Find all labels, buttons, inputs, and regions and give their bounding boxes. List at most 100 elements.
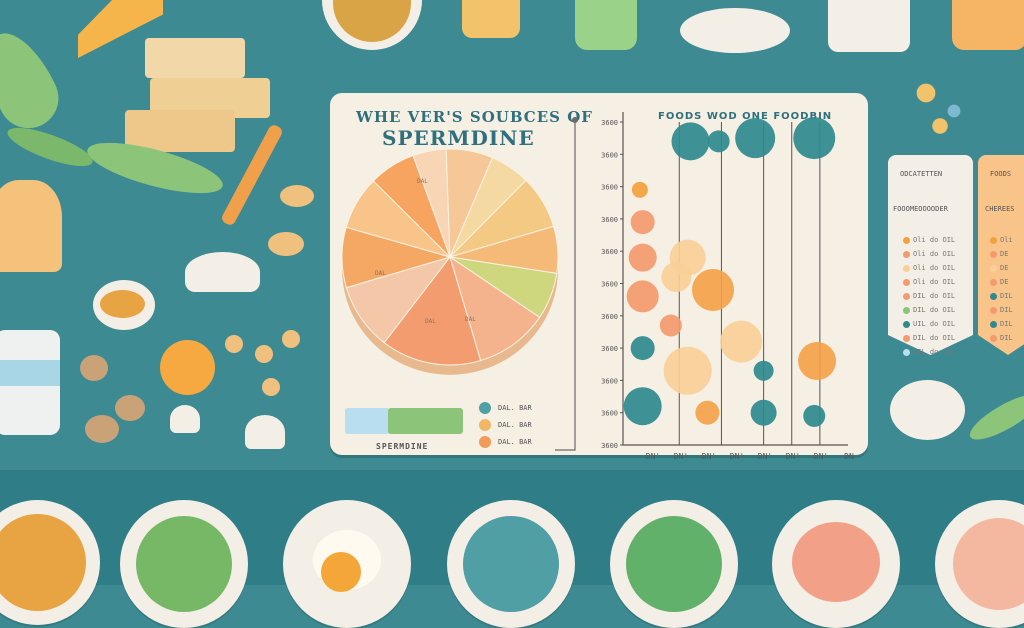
y-tick-label-5: 3600 — [601, 248, 618, 256]
mushroom-cluster-illustration — [890, 380, 965, 440]
pie-chart: DAL DAL DAL DAL — [341, 148, 559, 375]
milk-carton-illustration — [828, 0, 910, 52]
mushroom-small-illustration — [170, 405, 200, 433]
pie-slice-label-4: DAL — [425, 318, 436, 325]
bubble-point-14 — [720, 320, 763, 363]
bubble-point-2 — [707, 130, 730, 153]
green-jar-illustration — [575, 0, 637, 50]
tofu-block-low-illustration — [125, 110, 235, 152]
pea-illustration-4 — [262, 378, 280, 396]
bubble-point-12 — [659, 314, 682, 337]
tag-row-dot — [903, 279, 910, 286]
tag-row-label: DE — [1000, 264, 1009, 272]
y-tick-label-7: 3600 — [601, 313, 618, 321]
bubble-point-17 — [798, 342, 837, 381]
tag-card-2-sub: CHEREES — [985, 205, 1015, 213]
legend-swatch-green — [388, 408, 463, 434]
x-tick-label-3: DN' — [702, 452, 716, 460]
lentils-in-spoon-illustration — [100, 290, 145, 318]
mushroom-small-illustration-2 — [245, 415, 285, 449]
bubble-point-11 — [692, 268, 734, 311]
tag-row-dot — [903, 321, 910, 328]
bubble-point-9 — [661, 262, 692, 293]
x-tick-label-2: DN' — [674, 452, 688, 460]
tag-row-label: DIL — [1000, 334, 1013, 342]
plate-teal-grains — [447, 500, 575, 628]
pie-slice-label-3: DAL — [465, 316, 476, 323]
legend-dot-3 — [479, 436, 491, 448]
plate-peas-2 — [610, 500, 738, 628]
green-pod-illustration-3 — [3, 120, 97, 174]
tag-row-dot — [903, 237, 910, 244]
y-tick-label-4: 3600 — [601, 216, 618, 224]
nut-illustration — [80, 355, 108, 381]
tag-row-label: DE — [1000, 250, 1009, 258]
tag-row-dot — [990, 251, 997, 258]
tag-card-1 — [888, 155, 973, 355]
pie-slice-8 — [383, 255, 482, 366]
pie-slice-label-1: DAL — [417, 178, 428, 185]
bubble-point-20 — [750, 399, 777, 426]
molecule-illustration — [905, 75, 975, 135]
chart-title-highlight: SPERMDINE — [382, 126, 535, 150]
tag-row-label: Oli do OIL — [913, 236, 956, 244]
y-tick-label-10: 3600 — [601, 410, 618, 418]
legend-dot-1 — [479, 402, 491, 414]
y-tick-label-11: 3600 — [601, 442, 618, 450]
seeds-illustration — [280, 185, 314, 207]
tag-row-dot — [903, 293, 910, 300]
pie-slice-12 — [372, 154, 451, 258]
bubble-point-16 — [753, 360, 774, 381]
tag-row-label: DIL do OIL — [913, 292, 956, 300]
bubble-point-21 — [803, 404, 826, 427]
tag-row-label: Oli do OIL — [913, 278, 956, 286]
tag-row-dot — [990, 237, 997, 244]
bubble-point-15 — [663, 346, 712, 395]
y-tick-label-1: 3600 — [601, 119, 618, 127]
tag-row-dot — [903, 251, 910, 258]
tag-row-label: DIL — [1000, 306, 1013, 314]
legend-dot-label-3: DAL. BAR — [498, 438, 532, 446]
green-pod-illustration — [0, 22, 69, 138]
jar-illustration — [462, 0, 520, 38]
y-tick-label-3: 3600 — [601, 184, 618, 192]
legend-connector — [555, 117, 578, 451]
tofu-block-top-illustration — [145, 38, 245, 78]
bubble-point-1 — [671, 122, 710, 161]
bubble-point-4 — [793, 117, 836, 160]
legend-label: SPERMDINE — [376, 442, 429, 451]
bubble-point-10 — [626, 280, 659, 313]
bubble-point-7 — [628, 243, 657, 272]
plate-green-peas — [120, 500, 248, 628]
mushroom-illustration — [185, 252, 260, 292]
tag-card-2-header: FOODS — [990, 170, 1012, 178]
y-tick-label-2: 3600 — [601, 151, 618, 159]
legend-dot-2 — [479, 419, 491, 431]
tag-row-label: DIL do OIL — [913, 334, 956, 342]
tag-row-dot — [903, 307, 910, 314]
orange-jar-illustration — [952, 0, 1024, 50]
legend-dot-label-2: DAL. BAR — [498, 421, 532, 429]
y-tick-label-9: 3600 — [601, 377, 618, 385]
x-tick-label-7: DN' — [814, 452, 828, 460]
tag-row-label: Oli do OIL — [913, 264, 956, 272]
bubble-point-6 — [630, 210, 655, 235]
seeds-illustration-2 — [268, 232, 304, 256]
tag-card-1-sub: FOOOMEOOOODER — [893, 205, 948, 213]
y-tick-label-8: 3600 — [601, 345, 618, 353]
legend-swatch-blue — [345, 408, 390, 434]
pea-illustration-2 — [255, 345, 273, 363]
cake-illustration — [0, 180, 62, 272]
pea-illustration-3 — [282, 330, 300, 348]
tag-row-dot — [990, 307, 997, 314]
tag-row-label: UIL do OIL — [913, 320, 956, 328]
tag-row-label: DIL — [1000, 292, 1013, 300]
chart-title: WHE VER'S SOUBCES OF — [356, 108, 593, 126]
x-tick-label-8: DN — [844, 452, 854, 460]
tag-row-label: DIL — [1000, 320, 1013, 328]
tag-row-label: DIL do OIL — [913, 348, 956, 356]
bubble-point-13 — [630, 336, 655, 361]
plate-egg — [283, 500, 411, 628]
pea-illustration — [225, 335, 243, 353]
bubble-chart: 3600 3600 3600 3600 3600 3600 3600 3600 3600 3600… — [601, 112, 854, 460]
